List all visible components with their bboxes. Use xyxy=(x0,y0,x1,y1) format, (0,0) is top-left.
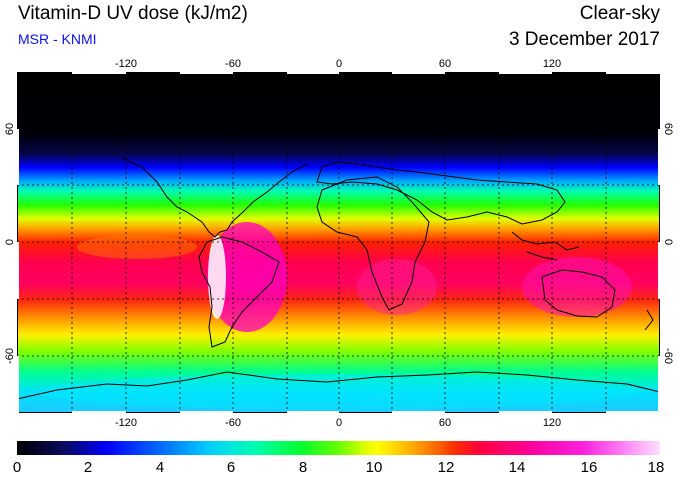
colorbar-tick-label: 2 xyxy=(83,459,93,476)
top-border-tick xyxy=(499,72,552,74)
source-label: MSR - KNMI xyxy=(18,31,97,47)
colorbar-tick-label: 18 xyxy=(647,459,665,476)
right-border-tick xyxy=(658,129,660,185)
colorbar-tick-label: 14 xyxy=(508,459,526,476)
right-latitude-axis: 60 0 -60 xyxy=(662,123,674,364)
lon-tick-label: 0 xyxy=(336,58,342,70)
lon-tick-label: -60 xyxy=(225,58,241,70)
south-america-outline xyxy=(198,236,280,348)
australia-outline xyxy=(541,269,616,318)
bottom-border-tick xyxy=(287,411,339,413)
lon-tick-label: -120 xyxy=(115,58,137,70)
left-border-tick xyxy=(17,356,19,413)
left-latitude-axis: 60 0 -60 xyxy=(4,123,16,364)
lat-tick-label: -60 xyxy=(4,348,16,364)
lat-tick-label: -60 xyxy=(662,348,674,364)
colorbar-tick-label: 4 xyxy=(155,459,165,476)
colorbar-tick-label: 6 xyxy=(226,459,236,476)
uv-dose-map xyxy=(17,72,660,413)
colorbar-tick-label: 8 xyxy=(298,459,308,476)
lat-tick-label: 0 xyxy=(4,239,16,245)
colorbar-tick-label: 12 xyxy=(437,459,455,476)
coastlines xyxy=(17,157,660,400)
pacific-cloud-band xyxy=(77,235,197,259)
colorbar-tick-label: 16 xyxy=(580,459,598,476)
colorbar xyxy=(17,441,660,455)
graticule xyxy=(17,72,660,413)
lon-tick-label: 0 xyxy=(336,417,342,429)
africa-high-dose xyxy=(357,259,437,315)
top-border-tick xyxy=(72,72,126,74)
date-label: 3 December 2017 xyxy=(508,29,660,50)
new-zealand-outline xyxy=(644,309,654,331)
lon-tick-label: 60 xyxy=(439,58,451,70)
right-border-tick xyxy=(658,242,660,299)
andes-peak-dose xyxy=(208,235,226,319)
colorbar-gradient xyxy=(17,441,660,455)
lat-tick-label: 60 xyxy=(4,123,16,135)
colorbar-tick-label: 10 xyxy=(365,459,383,476)
lon-tick-label: 120 xyxy=(543,58,561,70)
europe-asia-outline xyxy=(316,161,566,225)
lon-tick-label: 120 xyxy=(543,417,561,429)
lat-tick-label: 0 xyxy=(662,239,674,245)
north-america-outline xyxy=(121,157,308,238)
africa-outline xyxy=(316,176,430,311)
frame-border-ticks xyxy=(17,72,660,413)
bottom-border-tick xyxy=(180,411,233,413)
bottom-border-tick xyxy=(499,411,552,413)
bottom-border-tick xyxy=(72,411,126,413)
top-border-tick xyxy=(606,72,660,74)
bottom-border-tick xyxy=(392,411,445,413)
south-america-high-dose xyxy=(207,222,287,332)
right-border-tick xyxy=(658,356,660,413)
lon-tick-label: -60 xyxy=(225,417,241,429)
antarctic-band xyxy=(37,374,637,410)
lon-tick-label: -120 xyxy=(115,417,137,429)
colorbar-tick-label: 0 xyxy=(12,459,22,476)
bottom-longitude-axis: -120 -60 0 60 120 xyxy=(115,417,561,429)
lon-tick-label: 60 xyxy=(439,417,451,429)
top-border-tick xyxy=(392,72,445,74)
lat-tick-label: 60 xyxy=(662,123,674,135)
top-longitude-axis: -120 -60 0 60 120 xyxy=(115,58,561,70)
sky-condition-label: Clear-sky xyxy=(579,3,660,24)
bottom-border-tick xyxy=(606,411,660,413)
australia-high-dose xyxy=(522,257,632,317)
antarctica-outline xyxy=(17,371,660,400)
map-title: Vitamin-D UV dose (kJ/m2) xyxy=(18,3,248,24)
left-border-tick xyxy=(17,129,19,185)
top-border-tick xyxy=(287,72,339,74)
left-border-tick xyxy=(17,242,19,299)
top-border-tick xyxy=(180,72,233,74)
